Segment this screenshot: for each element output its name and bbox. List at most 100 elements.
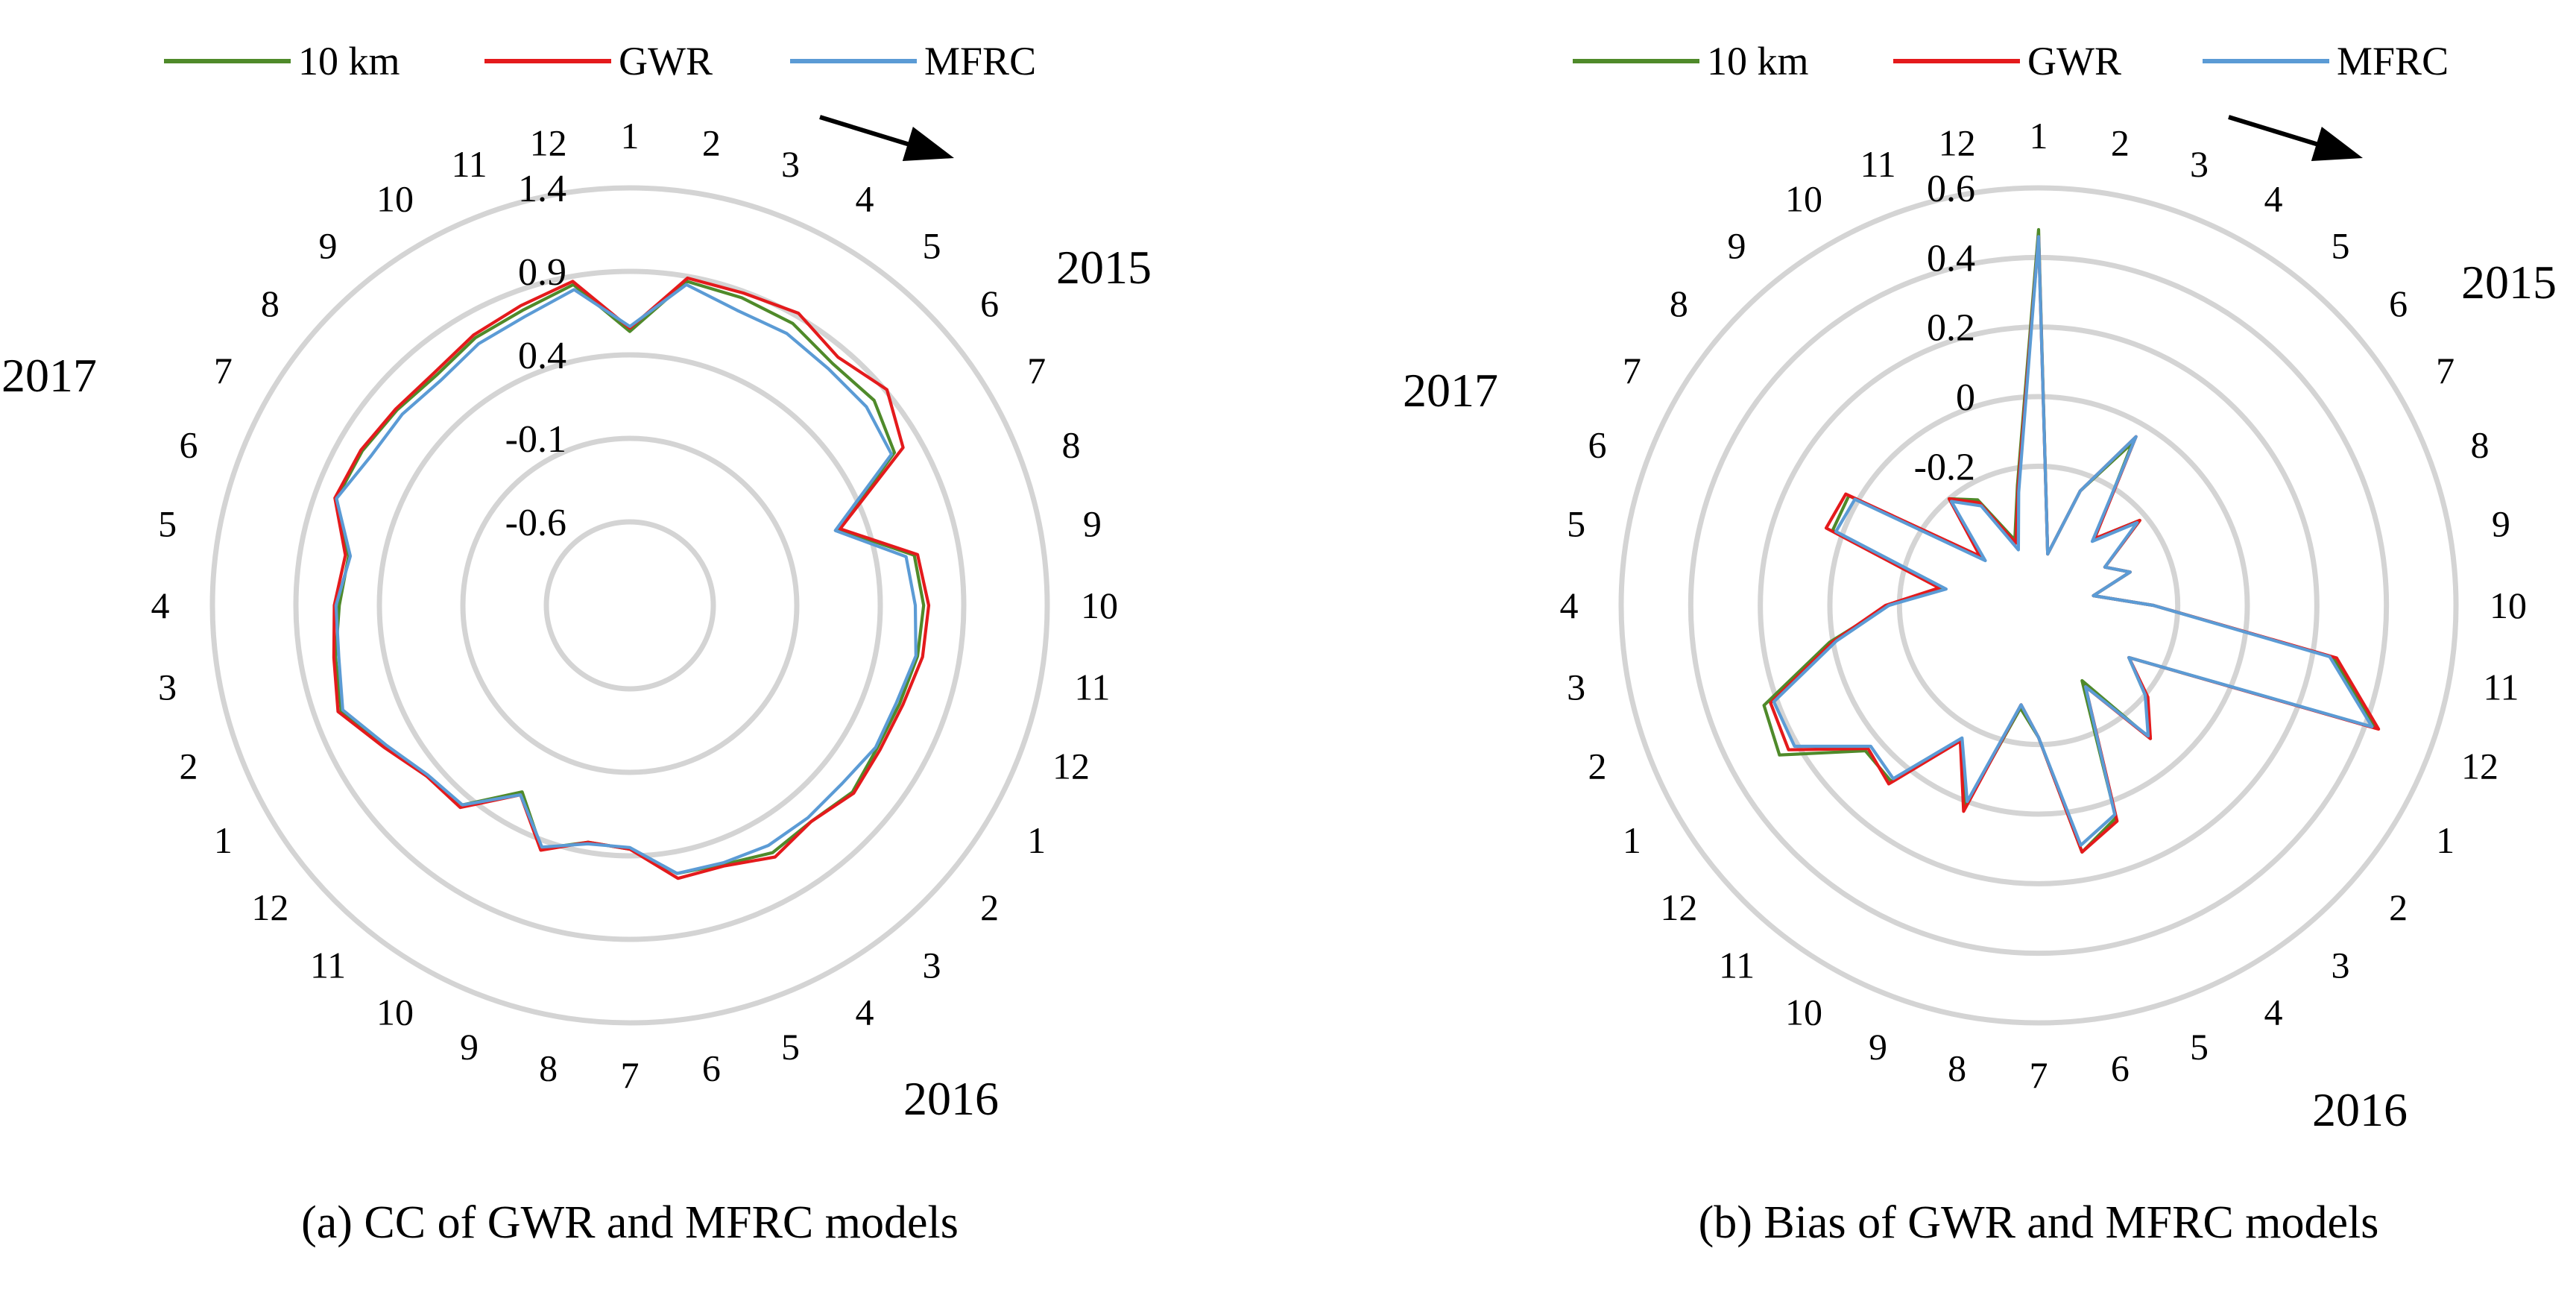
- legend-label: 10 km: [298, 39, 400, 83]
- category-label: 12: [1052, 745, 1090, 787]
- tick-label: 0.2: [1927, 307, 1975, 350]
- legend-label: MFRC: [2337, 39, 2449, 83]
- chart-caption: (a) CC of GWR and MFRC models: [301, 1197, 959, 1248]
- category-label: 1: [1027, 819, 1046, 861]
- category-label: 1: [1623, 819, 1641, 861]
- series-line-mfrc: [334, 283, 918, 875]
- tick-label: 0: [1956, 376, 1975, 419]
- category-label: 6: [1588, 424, 1606, 466]
- category-label: 6: [980, 283, 999, 324]
- category-label: 6: [2389, 283, 2408, 324]
- category-label: 10: [376, 992, 414, 1033]
- category-label: 8: [539, 1047, 558, 1088]
- tick-label: 0.4: [518, 335, 566, 377]
- category-label: 12: [251, 886, 288, 928]
- grid-ring: [1618, 185, 2459, 1026]
- category-label: 11: [451, 143, 487, 185]
- category-label: 1: [621, 115, 640, 157]
- legend: 10 km GWR MFRC: [1573, 39, 2449, 83]
- category-label: 3: [781, 143, 800, 185]
- tick-label: 0.9: [518, 251, 566, 294]
- category-label: 10: [2490, 584, 2527, 626]
- category-label: 6: [179, 424, 198, 466]
- tick-label: -0.2: [1914, 446, 1975, 488]
- category-label: 8: [1670, 283, 1688, 324]
- direction-arrow-head: [902, 127, 954, 161]
- grid-ring: [1758, 324, 2320, 886]
- category-label: 4: [151, 584, 170, 626]
- legend-label: 10 km: [1707, 39, 1809, 83]
- category-label: 7: [1027, 350, 1046, 391]
- category-label: 11: [310, 945, 346, 986]
- series-line-10-km: [334, 280, 926, 875]
- category-labels: 1 234567891011121234567891011121234567891…: [151, 115, 1119, 1096]
- category-label: 12: [1939, 122, 1976, 164]
- category-label: 9: [1869, 1026, 1887, 1068]
- category-label: 11: [1719, 945, 1755, 986]
- category-label: 11: [1074, 666, 1110, 708]
- tick-label: 0.6: [1927, 168, 1975, 210]
- grid-ring: [1688, 254, 2390, 957]
- category-label: 4: [2264, 992, 2283, 1033]
- grid-ring: [209, 185, 1050, 1026]
- category-label: 7: [2030, 1054, 2048, 1096]
- category-label: 2: [2111, 122, 2130, 164]
- category-label: 1: [2030, 115, 2048, 157]
- category-label: 9: [319, 224, 338, 266]
- category-label: 7: [214, 350, 233, 391]
- category-label: 4: [856, 177, 874, 219]
- year-label: 2016: [2312, 1083, 2408, 1136]
- category-label: 3: [158, 666, 177, 708]
- category-label: 5: [1567, 503, 1585, 545]
- grid-ring: [376, 352, 883, 859]
- category-label: 6: [702, 1047, 721, 1088]
- legend-label: MFRC: [924, 39, 1036, 83]
- grid-ring: [460, 435, 800, 775]
- year-label: 2017: [1, 349, 97, 402]
- tick-labels: -0.6 -0.1 0.4 0.9 1.4: [505, 168, 566, 544]
- category-label: 4: [1560, 584, 1579, 626]
- category-label: 8: [1948, 1047, 1966, 1088]
- legend-label: GWR: [2027, 39, 2121, 83]
- category-label: 5: [2331, 224, 2349, 266]
- category-label: 10: [376, 177, 414, 219]
- category-label: 7: [2436, 350, 2455, 391]
- tick-label: 1.4: [518, 168, 566, 210]
- series-line-mfrc: [1772, 235, 2374, 847]
- category-label: 12: [2461, 745, 2498, 787]
- direction-arrow-shaft: [2228, 115, 2334, 151]
- category-label: 2: [1588, 745, 1606, 787]
- tick-label: -0.1: [505, 418, 566, 461]
- grid-ring: [1827, 394, 2250, 817]
- category-label: 9: [2492, 503, 2510, 545]
- category-label: 3: [1567, 666, 1585, 708]
- legend: 10 km GWR MFRC: [164, 39, 1036, 83]
- grid-ring: [293, 268, 967, 942]
- category-label: 8: [2471, 424, 2490, 466]
- category-label: 9: [1083, 503, 1102, 545]
- chart-caption: (b) Bias of GWR and MFRC models: [1699, 1197, 2379, 1248]
- category-label: 5: [2190, 1026, 2209, 1068]
- category-label: 4: [856, 992, 874, 1033]
- category-label: 5: [922, 224, 941, 266]
- category-label: 8: [1062, 424, 1081, 466]
- category-label: 12: [530, 122, 567, 164]
- grid-rings: [209, 185, 1050, 1026]
- category-label: 9: [1728, 224, 1746, 266]
- category-label: 3: [2190, 143, 2209, 185]
- category-label: 2: [2389, 886, 2408, 928]
- category-label: 8: [261, 283, 280, 324]
- series-lines: [332, 276, 931, 880]
- category-label: 10: [1081, 584, 1118, 626]
- grid-ring: [543, 519, 716, 692]
- category-label: 9: [460, 1026, 479, 1068]
- year-label: 2017: [1403, 364, 1498, 417]
- direction-arrow-shaft: [819, 115, 925, 151]
- category-label: 5: [781, 1026, 800, 1068]
- category-label: 5: [158, 503, 177, 545]
- category-label: 3: [2331, 945, 2349, 986]
- grid-ring: [1896, 463, 2181, 748]
- category-label: 6: [2111, 1047, 2130, 1088]
